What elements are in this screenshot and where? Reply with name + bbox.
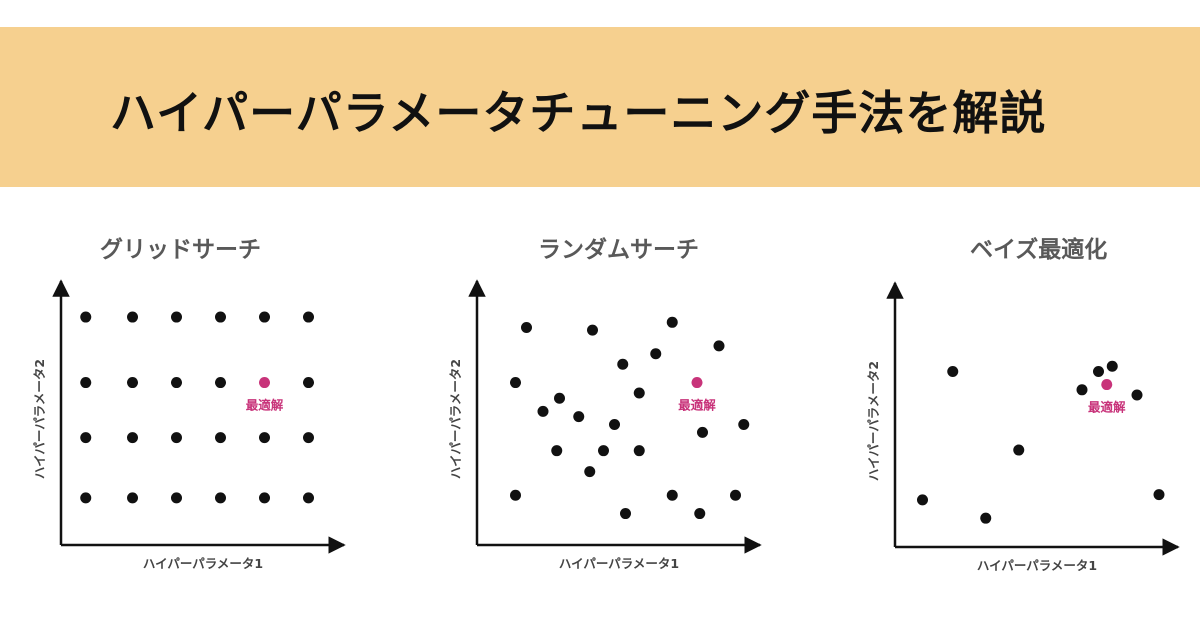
sample-point <box>127 432 138 444</box>
sample-point <box>303 492 314 504</box>
x-axis-label: ハイパーパラメータ1 <box>977 558 1097 573</box>
sample-point <box>215 492 226 504</box>
sample-point <box>171 311 182 323</box>
optimum-label: 最適解 <box>246 398 284 413</box>
sample-point <box>215 311 226 323</box>
panel-title-grid-search: グリッドサーチ <box>100 237 261 263</box>
sample-point <box>521 322 532 334</box>
optimum-label: 最適解 <box>1088 400 1126 415</box>
banner-title: ハイパーパラメータチューニング手法を解説 <box>110 86 1047 140</box>
x-axis-label: ハイパーパラメータ1 <box>143 556 263 571</box>
sample-point <box>633 387 645 399</box>
sample-point <box>215 432 226 444</box>
sample-point <box>127 311 138 323</box>
sample-point <box>947 365 959 377</box>
sample-point <box>1093 365 1104 377</box>
sample-point <box>617 358 629 370</box>
sample-point <box>738 418 750 430</box>
sample-point <box>1131 389 1143 401</box>
sample-point <box>587 324 598 336</box>
sample-point <box>620 508 631 520</box>
title-banner: ハイパーパラメータチューニング手法を解説 <box>0 27 1200 187</box>
sample-point <box>80 432 92 444</box>
sample-point <box>303 377 314 389</box>
optimum-label: 最適解 <box>678 398 716 413</box>
sample-point <box>917 494 928 506</box>
sample-point <box>573 411 585 423</box>
panel-title-bayesian-optimization: ベイズ最適化 <box>970 237 1108 263</box>
sample-point <box>1153 489 1165 501</box>
sample-point <box>259 492 270 504</box>
sample-point <box>171 492 182 504</box>
sample-point <box>1106 360 1118 372</box>
sample-point <box>303 311 314 323</box>
sample-point <box>510 377 521 389</box>
y-axis-label: ハイパーパラメータ2 <box>448 359 463 479</box>
sample-point <box>1076 384 1088 396</box>
sample-point <box>609 418 620 430</box>
sample-point <box>80 492 92 504</box>
sample-point <box>713 340 725 352</box>
panel-title-random-search: ランダムサーチ <box>538 237 699 263</box>
sample-point <box>551 445 563 457</box>
optimum-point <box>1101 379 1113 391</box>
sample-point <box>980 512 992 524</box>
sample-point <box>259 311 270 323</box>
sample-point <box>650 348 662 360</box>
optimum-point <box>259 377 270 389</box>
sample-point <box>730 489 741 501</box>
y-axis-label: ハイパーパラメータ2 <box>32 359 47 479</box>
sample-point <box>633 445 645 457</box>
x-axis-label: ハイパーパラメータ1 <box>559 556 679 571</box>
sample-point <box>554 392 565 404</box>
sample-point <box>666 316 678 328</box>
sample-point <box>127 377 138 389</box>
sample-point <box>80 311 92 323</box>
sample-point <box>598 445 609 457</box>
optimum-point <box>691 377 703 389</box>
sample-point <box>666 489 678 501</box>
sample-point <box>171 377 182 389</box>
sample-point <box>215 377 226 389</box>
sample-point <box>537 405 549 417</box>
sample-point <box>171 432 182 444</box>
sample-point <box>303 432 314 444</box>
y-axis-label: ハイパーパラメータ2 <box>866 361 881 481</box>
sample-point <box>584 466 596 478</box>
sample-point <box>510 489 521 501</box>
sample-point <box>259 432 270 444</box>
sample-point <box>694 508 706 520</box>
sample-point <box>80 377 92 389</box>
sample-point <box>697 426 708 438</box>
sample-point <box>127 492 138 504</box>
sample-point <box>1013 444 1025 456</box>
